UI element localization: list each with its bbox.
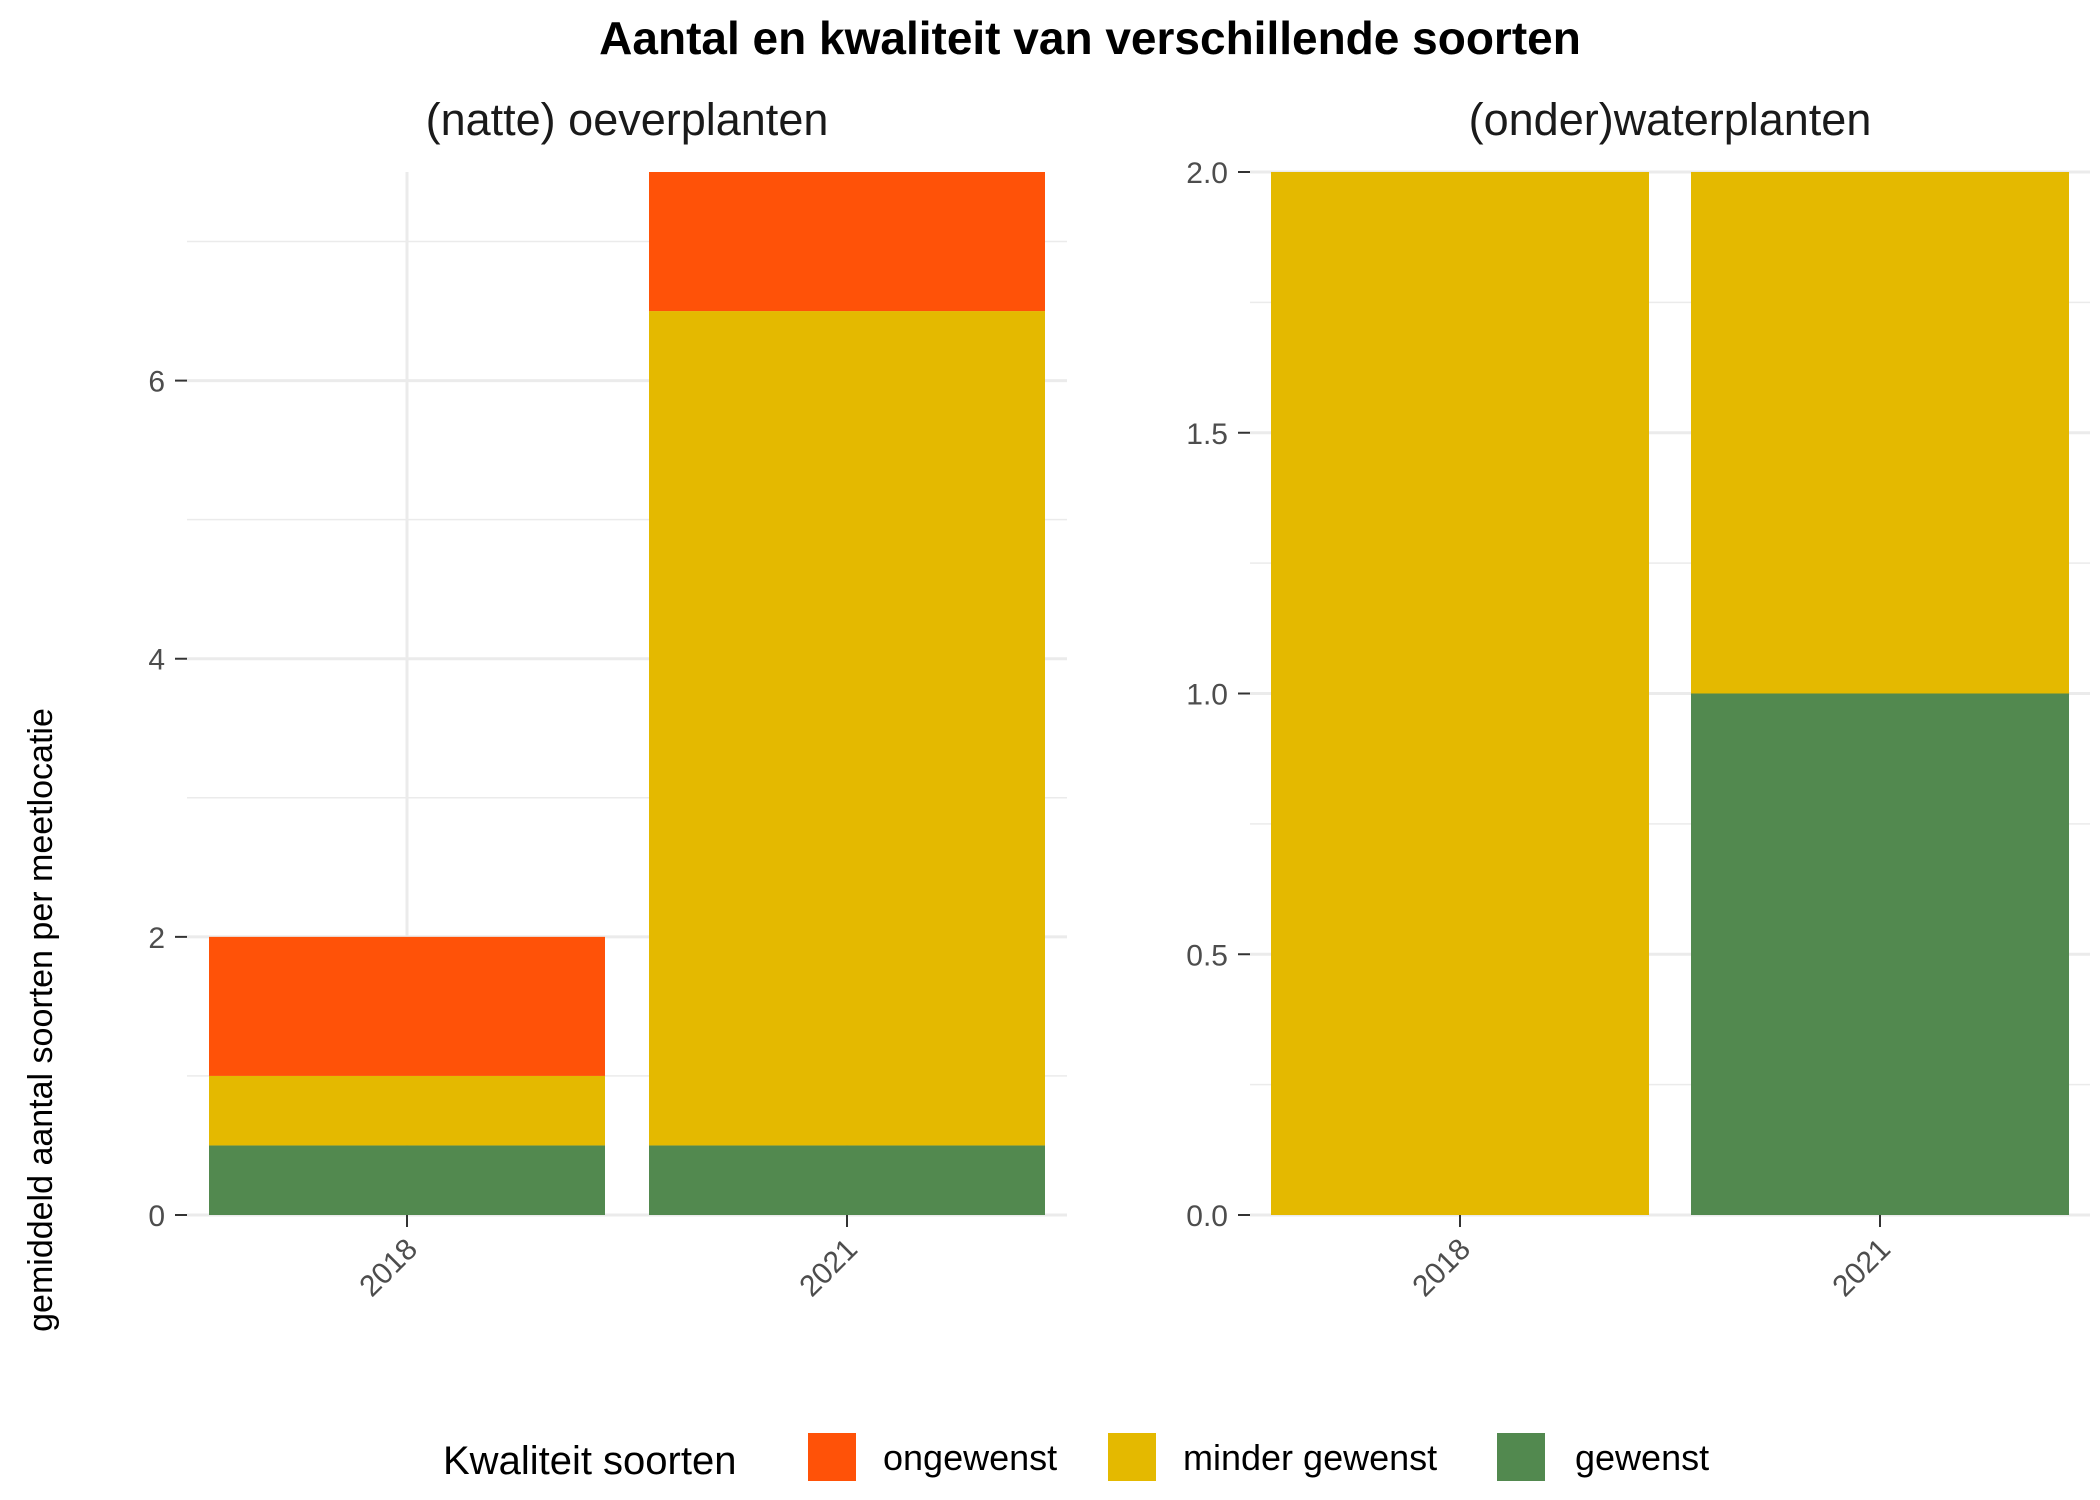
bar-segment-minder-gewenst-2021: [1691, 172, 2069, 694]
legend: Kwaliteit soorten ongewenst minder gewens…: [443, 1433, 1709, 1483]
legend-key-minder-gewenst: [1108, 1433, 1156, 1481]
panel-title: (onder)waterplanten: [1469, 94, 1872, 145]
bar-segment-gewenst-2018: [209, 1145, 605, 1215]
bar-segment-ongewenst-2021: [649, 172, 1045, 312]
legend-label-minder-gewenst: minder gewenst: [1183, 1437, 1437, 1478]
y-axis-label: gemiddeld aantal soorten per meetlocatie: [22, 708, 60, 1332]
y-tick-label: 4: [148, 644, 165, 677]
legend-key-ongewenst: [808, 1433, 856, 1481]
x-tick-label: 2021: [1826, 1233, 1897, 1304]
panel-title: (natte) oeverplanten: [426, 94, 829, 145]
bar-segment-minder-gewenst-2018: [1271, 172, 1649, 1215]
y-tick-label: 1.5: [1186, 418, 1228, 451]
facet-panel-1: (natte) oeverplanten 0 2 4 6 2018 2021: [148, 94, 1067, 1303]
bar-segment-gewenst-2021: [1691, 693, 2069, 1215]
x-tick-label: 2021: [793, 1233, 864, 1304]
y-tick-label: 1.0: [1186, 679, 1228, 712]
bar-segment-minder-gewenst-2018: [209, 1075, 605, 1146]
y-tick-label: 0.0: [1186, 1200, 1228, 1233]
y-tick-label: 6: [148, 366, 165, 399]
x-tick-label: 2018: [353, 1233, 424, 1304]
bar-segment-ongewenst-2018: [209, 936, 605, 1076]
legend-key-gewenst: [1497, 1433, 1545, 1481]
y-tick-label: 2: [148, 922, 165, 955]
x-tick-label: 2018: [1406, 1233, 1477, 1304]
legend-title: Kwaliteit soorten: [443, 1439, 736, 1483]
y-tick-label: 0.5: [1186, 939, 1228, 972]
bar-segment-gewenst-2021: [649, 1145, 1045, 1215]
bar-segment-minder-gewenst-2021: [649, 311, 1045, 1146]
chart-title: Aantal en kwaliteit van verschillende so…: [599, 12, 1581, 64]
y-tick-label: 2.0: [1186, 157, 1228, 190]
facet-panel-2: (onder)waterplanten 0.0 0.5 1.0 1.5 2.0 2018 20…: [1186, 94, 2090, 1303]
y-tick-label: 0: [148, 1200, 165, 1233]
legend-label-ongewenst: ongewenst: [883, 1437, 1057, 1478]
legend-label-gewenst: gewenst: [1575, 1437, 1709, 1478]
